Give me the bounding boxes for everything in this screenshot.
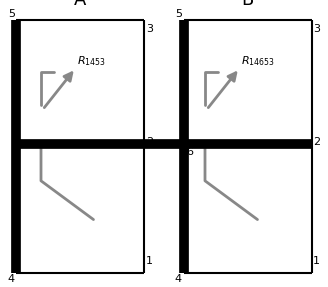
Text: 5: 5 — [175, 9, 182, 19]
Text: $R_{14653}$: $R_{14653}$ — [241, 55, 275, 68]
Text: 6: 6 — [186, 147, 193, 157]
Text: 1: 1 — [146, 256, 153, 266]
Text: 5: 5 — [8, 9, 15, 19]
Text: 3: 3 — [146, 24, 153, 34]
Text: 2: 2 — [146, 137, 153, 147]
Text: 4: 4 — [175, 274, 182, 284]
Text: $R_{1453}$: $R_{1453}$ — [77, 55, 106, 68]
Text: B: B — [241, 0, 254, 9]
Text: 3: 3 — [313, 24, 320, 34]
Text: 4: 4 — [8, 274, 15, 284]
Text: 1: 1 — [313, 256, 320, 266]
Text: A: A — [74, 0, 87, 9]
Text: 2: 2 — [313, 137, 320, 147]
